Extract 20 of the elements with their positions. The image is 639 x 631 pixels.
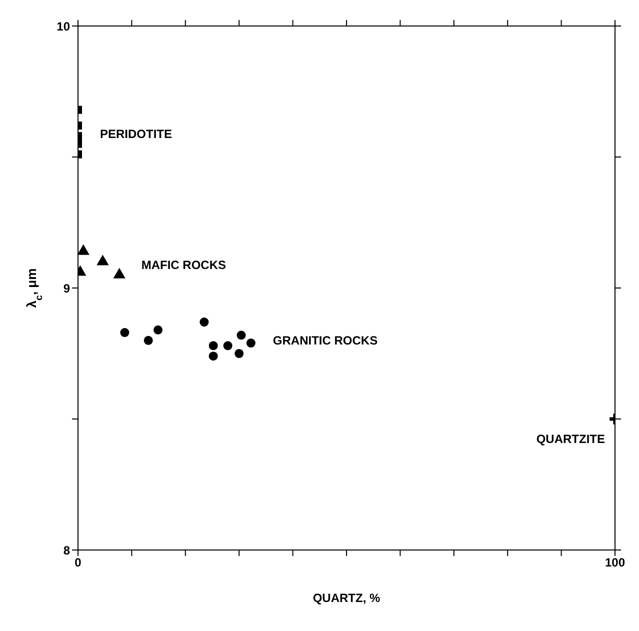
x-tick-label: 100 <box>604 556 626 570</box>
y-tick-label: 8 <box>63 543 70 558</box>
series-label: PERIDOTITE <box>100 126 172 141</box>
series-label: MAFIC ROCKS <box>141 258 226 272</box>
point <box>154 325 163 334</box>
series-label: QUARTZITE <box>536 432 605 446</box>
point <box>236 330 246 340</box>
point <box>223 341 232 350</box>
y-tick-label: 10 <box>56 19 70 34</box>
x-axis-title: QUARTZ, % <box>312 591 380 605</box>
point <box>208 352 218 361</box>
point <box>234 348 244 358</box>
point <box>200 318 209 327</box>
series-label: GRANITIC ROCKS <box>272 333 378 348</box>
point <box>144 336 153 345</box>
x-tick-label: 0 <box>74 556 82 570</box>
point <box>120 328 130 338</box>
point <box>208 341 218 350</box>
point <box>246 338 256 348</box>
y-tick-label: 9 <box>63 281 70 296</box>
